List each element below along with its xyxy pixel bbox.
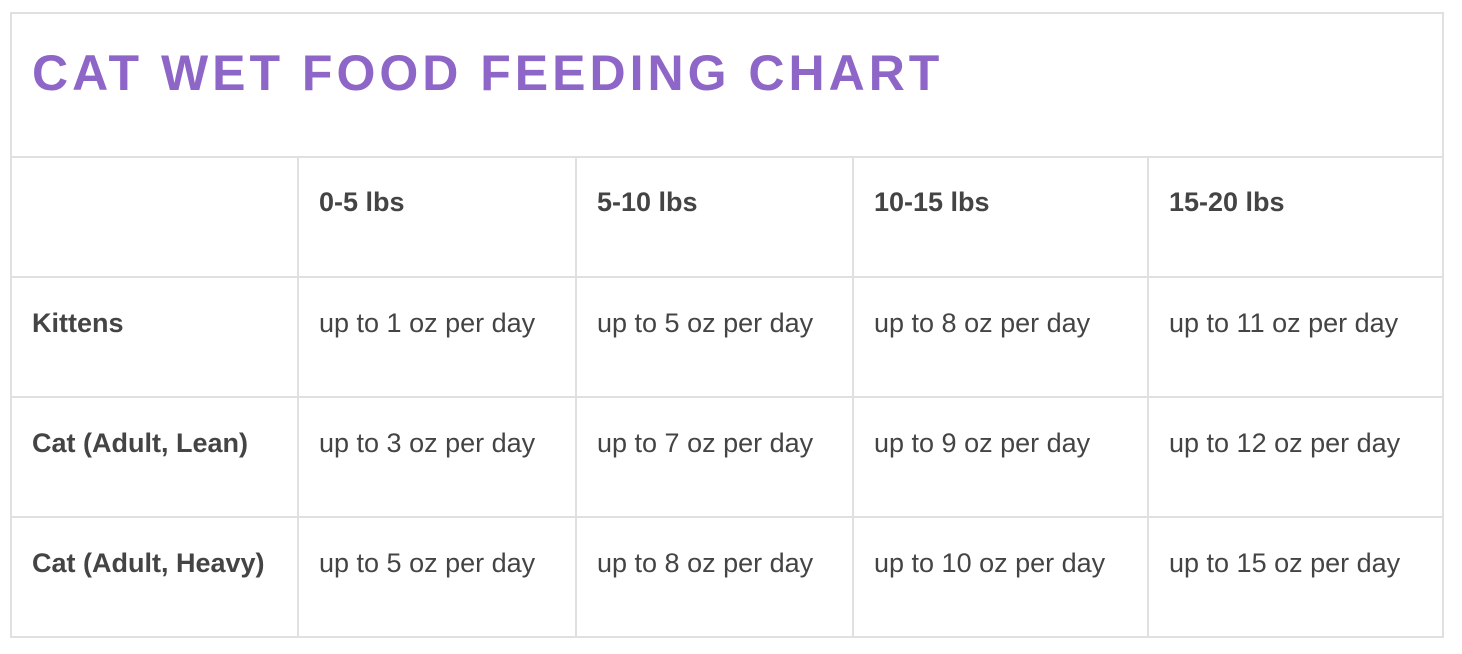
table-cell: up to 3 oz per day	[297, 396, 577, 518]
table-cell: up to 1 oz per day	[297, 276, 577, 398]
table-cell: up to 8 oz per day	[852, 276, 1149, 398]
chart-title: CAT WET FOOD FEEDING CHART	[32, 45, 944, 101]
header-cell-10-15-lbs: 10-15 lbs	[852, 156, 1149, 278]
table-cell: up to 10 oz per day	[852, 516, 1149, 638]
table-cell: up to 7 oz per day	[575, 396, 854, 518]
table-cell: up to 8 oz per day	[575, 516, 854, 638]
header-row: 0-5 lbs 5-10 lbs 10-15 lbs 15-20 lbs	[10, 156, 1444, 278]
table-cell: up to 15 oz per day	[1147, 516, 1444, 638]
table-row-adult-lean: Cat (Adult, Lean) up to 3 oz per day up …	[10, 396, 1444, 518]
table-cell: up to 5 oz per day	[575, 276, 854, 398]
table-row-kittens: Kittens up to 1 oz per day up to 5 oz pe…	[10, 276, 1444, 398]
header-cell-5-10-lbs: 5-10 lbs	[575, 156, 854, 278]
title-cell: CAT WET FOOD FEEDING CHART	[10, 12, 1444, 158]
row-label: Cat (Adult, Heavy)	[10, 516, 299, 638]
table-cell: up to 12 oz per day	[1147, 396, 1444, 518]
table-cell: up to 5 oz per day	[297, 516, 577, 638]
table-cell: up to 9 oz per day	[852, 396, 1149, 518]
header-cell-15-20-lbs: 15-20 lbs	[1147, 156, 1444, 278]
title-row: CAT WET FOOD FEEDING CHART	[10, 12, 1444, 158]
row-label: Kittens	[10, 276, 299, 398]
feeding-chart-table: CAT WET FOOD FEEDING CHART 0-5 lbs 5-10 …	[10, 12, 1444, 638]
header-cell-empty	[10, 156, 299, 278]
row-label: Cat (Adult, Lean)	[10, 396, 299, 518]
table-row-adult-heavy: Cat (Adult, Heavy) up to 5 oz per day up…	[10, 516, 1444, 638]
header-cell-0-5-lbs: 0-5 lbs	[297, 156, 577, 278]
table-cell: up to 11 oz per day	[1147, 276, 1444, 398]
